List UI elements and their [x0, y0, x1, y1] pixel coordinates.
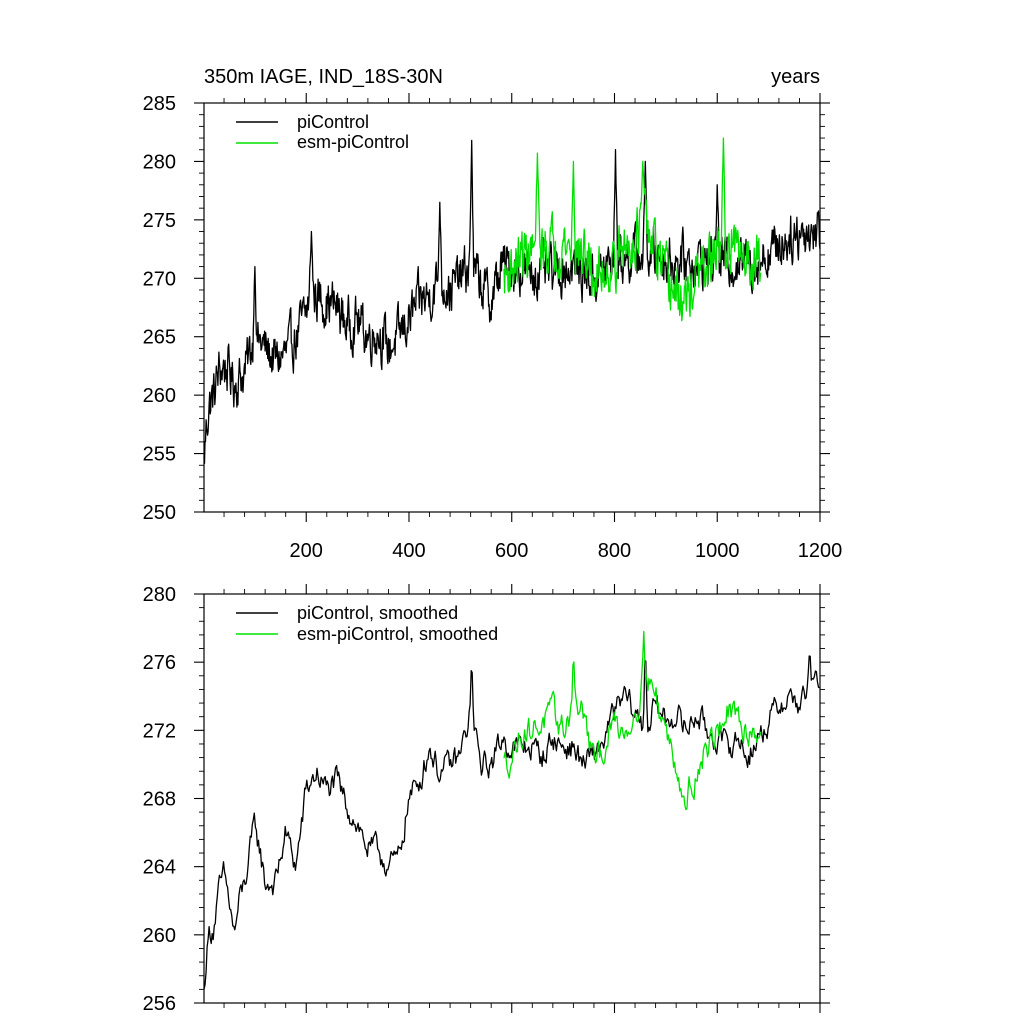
x-tick-label: 1000: [695, 540, 740, 562]
y-tick-label: 280: [143, 584, 176, 606]
series-line-esm-picontrol-smoothed: [503, 630, 762, 811]
x-tick-label: 800: [598, 540, 631, 562]
y-tick-label: 260: [143, 925, 176, 947]
top-panel-series: [203, 137, 821, 465]
bottom-panel-series: [203, 630, 820, 990]
top-panel-ticks: 250 255 260 265 270 275 280 285 200 400 600 800 1000…: [143, 93, 843, 562]
legend-label-picontrol-smoothed: piControl, smoothed: [297, 603, 458, 623]
x-tick-label: 400: [392, 540, 425, 562]
bottom-panel-ticks: 256 260 264 268 272 276 280: [143, 584, 830, 1015]
y-tick-label: 268: [143, 789, 176, 811]
y-tick-label: 260: [143, 385, 176, 407]
y-tick-label: 265: [143, 327, 176, 349]
legend-label-esm-picontrol: esm-piControl: [297, 132, 409, 152]
y-tick-label: 280: [143, 151, 176, 173]
x-tick-label: 600: [495, 540, 528, 562]
top-panel-frame: [203, 102, 821, 513]
series-line-esm-picontrol: [503, 137, 762, 322]
x-tick-label: 200: [290, 540, 323, 562]
y-tick-label: 272: [143, 720, 176, 742]
legend-label-picontrol: piControl: [297, 112, 369, 132]
legend-label-esm-picontrol-smoothed: esm-piControl, smoothed: [297, 624, 498, 644]
bottom-panel-legend: piControl, smoothed esm-piControl, smoot…: [236, 603, 498, 644]
top-panel-legend: piControl esm-piControl: [236, 112, 409, 152]
bottom-panel-frame: [203, 593, 821, 1004]
series-line-picontrol-smoothed: [203, 655, 820, 990]
y-tick-label: 255: [143, 444, 176, 466]
x-tick-label: 1200: [798, 540, 843, 562]
y-tick-label: 256: [143, 993, 176, 1015]
bottom-panel: 256 260 264 268 272 276 280 piControl, smoothe…: [143, 584, 830, 1015]
top-panel: 350m IAGE, IND_18S-30N years 250 255 260 26…: [143, 66, 843, 562]
series-line-picontrol: [203, 139, 821, 465]
top-panel-title: 350m IAGE, IND_18S-30N: [204, 66, 443, 88]
y-tick-label: 285: [143, 93, 176, 115]
y-tick-label: 270: [143, 268, 176, 290]
y-tick-label: 250: [143, 502, 176, 524]
y-tick-label: 276: [143, 652, 176, 674]
top-panel-unit-label: years: [771, 66, 820, 88]
y-tick-label: 275: [143, 210, 176, 232]
y-tick-label: 264: [143, 857, 176, 879]
